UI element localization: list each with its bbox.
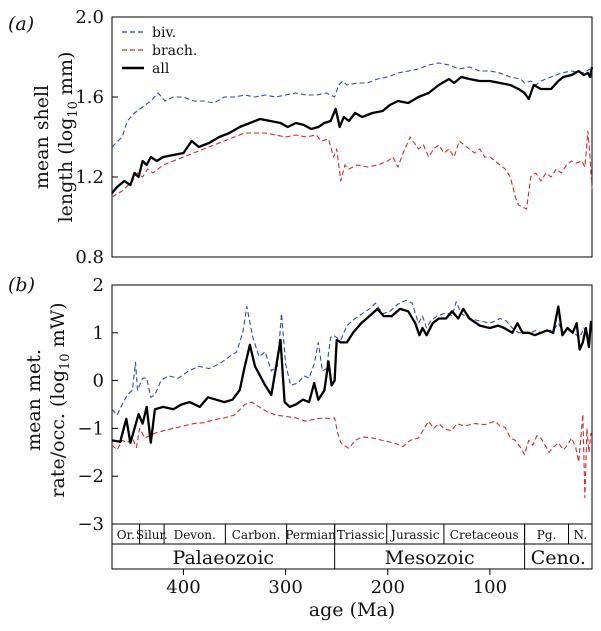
legend: biv. brach. all [122,25,197,77]
era-label: Mesozoic [385,547,475,569]
x-axis-label: age (Ma) [309,599,395,621]
panel-a-ylabel-sub: 10 [66,101,81,118]
panel-a-label: (a) [8,13,34,35]
panel-a-y-tick-label: 1.2 [75,167,104,188]
panel-b-series-all [111,305,593,444]
x-tick-label: 100 [473,577,507,598]
legend-label-brach: brach. [152,43,197,59]
panel-b-ylabel-main: rate/occ. (log [47,370,69,498]
period-label: Permian [285,528,336,542]
panel-b-ylabel-sub: 10 [58,353,73,370]
panel-a-ylabel-main: length (log [55,118,77,223]
panel-a-ylabel-line1: mean shell [31,85,53,189]
panel-b: (b) −3 −2 −1 0 1 2 mean met. rate/occ. (log10… [8,274,593,535]
era-label: Palaeozoic [173,547,275,569]
panel-b-series-biv [111,299,591,416]
panel-b-y-tick-label: 2 [93,275,104,296]
x-tick-label: 200 [371,577,405,598]
timescale-eras: Palaeozoic Mesozoic Ceno. [173,524,586,569]
panel-a-frame [111,16,593,258]
period-label: Silur. [136,528,168,542]
panel-b-y-tick-label: −3 [77,514,104,535]
x-axis: 400 300 200 100 [166,569,507,598]
panel-b-y-tick-label: 0 [93,371,104,392]
panel-a-series-brach [111,130,593,210]
period-label: Devon. [174,528,216,542]
period-label: N. [573,528,587,542]
panel-a-y-tick-label: 1.6 [75,87,104,108]
x-tick-label: 300 [268,577,302,598]
panel-b-y-tick-label: −2 [77,466,104,487]
era-label: Ceno. [531,547,586,569]
timescale-periods: Or. Silur. Devon. Carbon. Permian Triassic Jur… [117,524,587,544]
panel-b-label: (b) [8,274,35,296]
panel-a-ylabel-line2: length (log10 mm) [55,52,81,223]
panel-b-ylabel-end: mW) [47,302,69,353]
period-label: Carbon. [232,528,281,542]
legend-label-all: all [152,61,170,77]
period-label: Pg. [537,528,557,542]
geologic-timescale: Or. Silur. Devon. Carbon. Permian Triassic Jur… [111,523,593,570]
period-label: Or. [117,528,135,542]
panel-a-y-tick-label: 2.0 [75,7,104,28]
panel-a-series [111,62,594,210]
panel-b-series-brach [111,401,592,499]
panel-a: (a) 0.8 1.2 1.6 2.0 mean shell length (log1… [8,7,594,268]
period-label: Cretaceous [450,528,519,542]
panel-a-y-ticks: 0.8 1.2 1.6 2.0 [75,7,118,268]
panel-b-y-tick-label: 1 [93,323,104,344]
period-label: Triassic [337,528,385,542]
panel-b-y-tick-label: −1 [77,418,104,439]
panel-b-ylabel-line1: mean met. [23,349,45,451]
panel-a-y-tick-label: 0.8 [75,247,104,268]
panel-b-ylabel-line2: rate/occ. (log10 mW) [47,302,73,497]
panel-a-series-biv [111,62,591,148]
panel-a-ylabel-end: mm) [55,52,77,102]
panel-a-series-all [111,66,594,194]
panel-b-series [111,299,593,499]
panel-b-y-ticks: −3 −2 −1 0 1 2 [77,275,118,535]
legend-label-biv: biv. [152,25,176,41]
period-label: Jurassic [389,528,440,542]
timescale-frame [111,523,593,570]
x-tick-label: 400 [166,577,200,598]
